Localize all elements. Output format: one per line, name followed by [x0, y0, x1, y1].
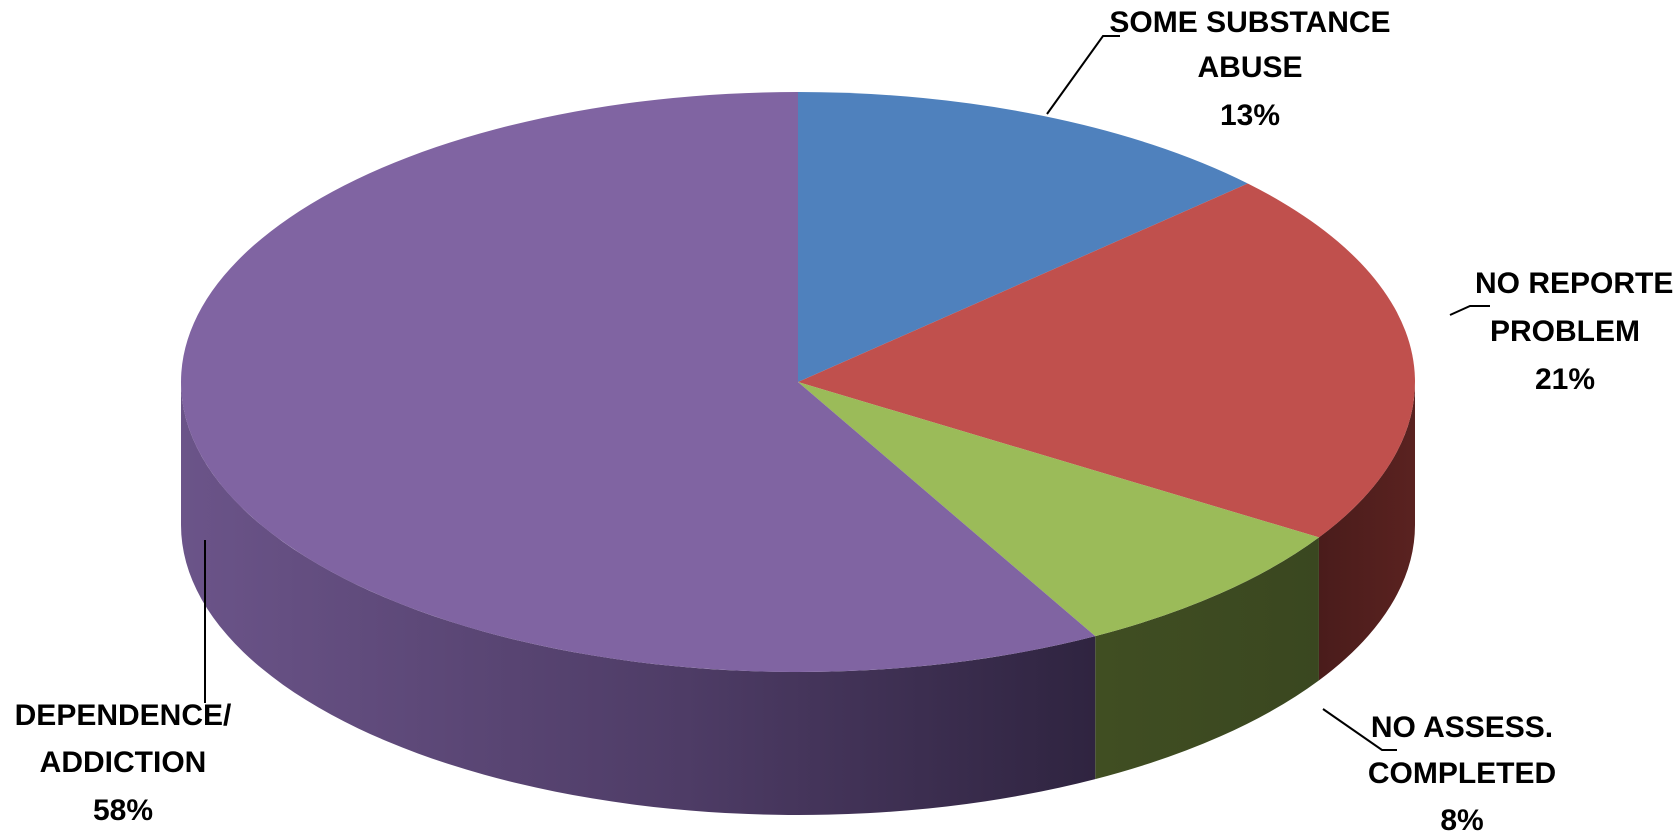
category-label-no-assess-completed: COMPLETED: [1368, 757, 1556, 790]
data-labels: SOME SUBSTANCE ABUSE 13% NO REPORTED PROBLEM…: [15, 6, 1675, 837]
category-label-dependence-addiction: ADDICTION: [40, 746, 207, 779]
category-label-no-reported-problem: NO REPORTED: [1475, 267, 1675, 300]
side-wall-no-reported-problem: [1318, 382, 1415, 681]
value-label-no-assess-completed: 8%: [1440, 804, 1483, 837]
pie-side-walls: [181, 382, 1415, 816]
category-label-no-reported-problem: PROBLEM: [1490, 315, 1640, 348]
category-label-some-substance-abuse: SOME SUBSTANCE: [1109, 6, 1390, 39]
leader-line-some-substance-abuse: [1046, 35, 1120, 115]
leader-line-no-assess-completed: [1322, 708, 1397, 751]
pie-slice-no-assess-completed: [798, 382, 1319, 637]
value-label-no-reported-problem: 21%: [1535, 363, 1595, 396]
category-label-some-substance-abuse: ABUSE: [1197, 51, 1302, 84]
category-label-no-assess-completed: NO ASSESS.: [1371, 711, 1553, 744]
value-label-dependence-addiction: 58%: [93, 794, 153, 827]
pie-slice-no-reported-problem: [798, 183, 1415, 538]
value-label-some-substance-abuse: 13%: [1220, 99, 1280, 132]
category-label-dependence-addiction: DEPENDENCE/: [15, 699, 232, 732]
side-wall-no-assess-completed: [1095, 537, 1319, 780]
leader-line-no-reported-problem: [1449, 305, 1490, 316]
side-wall-dependence-addiction: [181, 382, 1096, 816]
pie-slice-dependence-addiction: [181, 92, 1096, 672]
pie-top-faces: [181, 92, 1415, 672]
pie-slice-some-substance-abuse: [798, 92, 1248, 382]
